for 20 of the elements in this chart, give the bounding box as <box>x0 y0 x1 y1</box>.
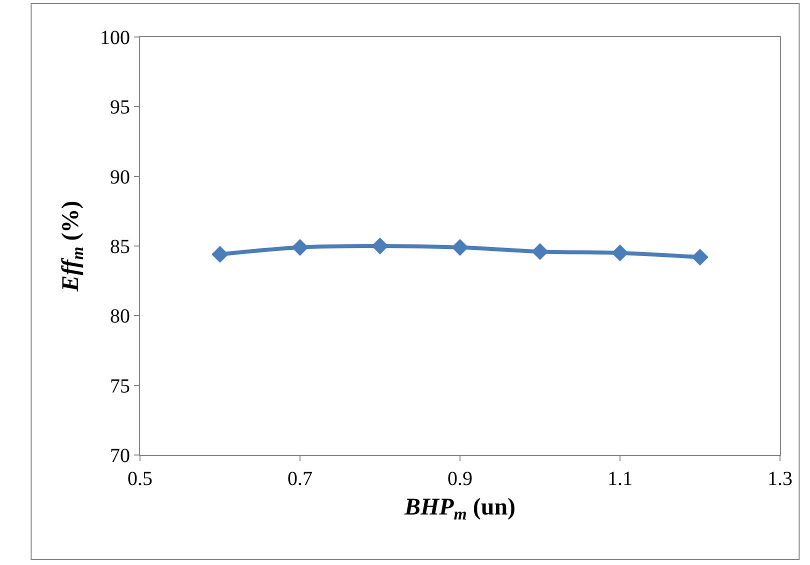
x-tick-label: 1.3 <box>768 468 792 490</box>
x-tick-label: 0.5 <box>128 468 152 490</box>
y-tick-label: 75 <box>110 375 130 398</box>
y-tick-label: 85 <box>110 236 130 258</box>
x-tick-label: 1.1 <box>608 468 632 490</box>
point <box>292 238 308 256</box>
y-tick-label: 100 <box>100 27 130 49</box>
point <box>692 248 708 266</box>
point <box>532 243 548 260</box>
point <box>212 246 228 263</box>
x-axis-title: BHP$_{m}$ (un) <box>403 494 516 524</box>
x-tick-label: 0.7 <box>288 468 312 490</box>
y-tick-label: 95 <box>110 96 130 119</box>
point <box>452 238 468 256</box>
point <box>372 238 388 254</box>
y-tick-label: 90 <box>110 166 130 188</box>
x-tick-label: 0.9 <box>448 468 472 490</box>
point <box>612 244 628 262</box>
y-tick-label: 80 <box>110 306 130 328</box>
y-tick-label: 70 <box>110 445 130 467</box>
